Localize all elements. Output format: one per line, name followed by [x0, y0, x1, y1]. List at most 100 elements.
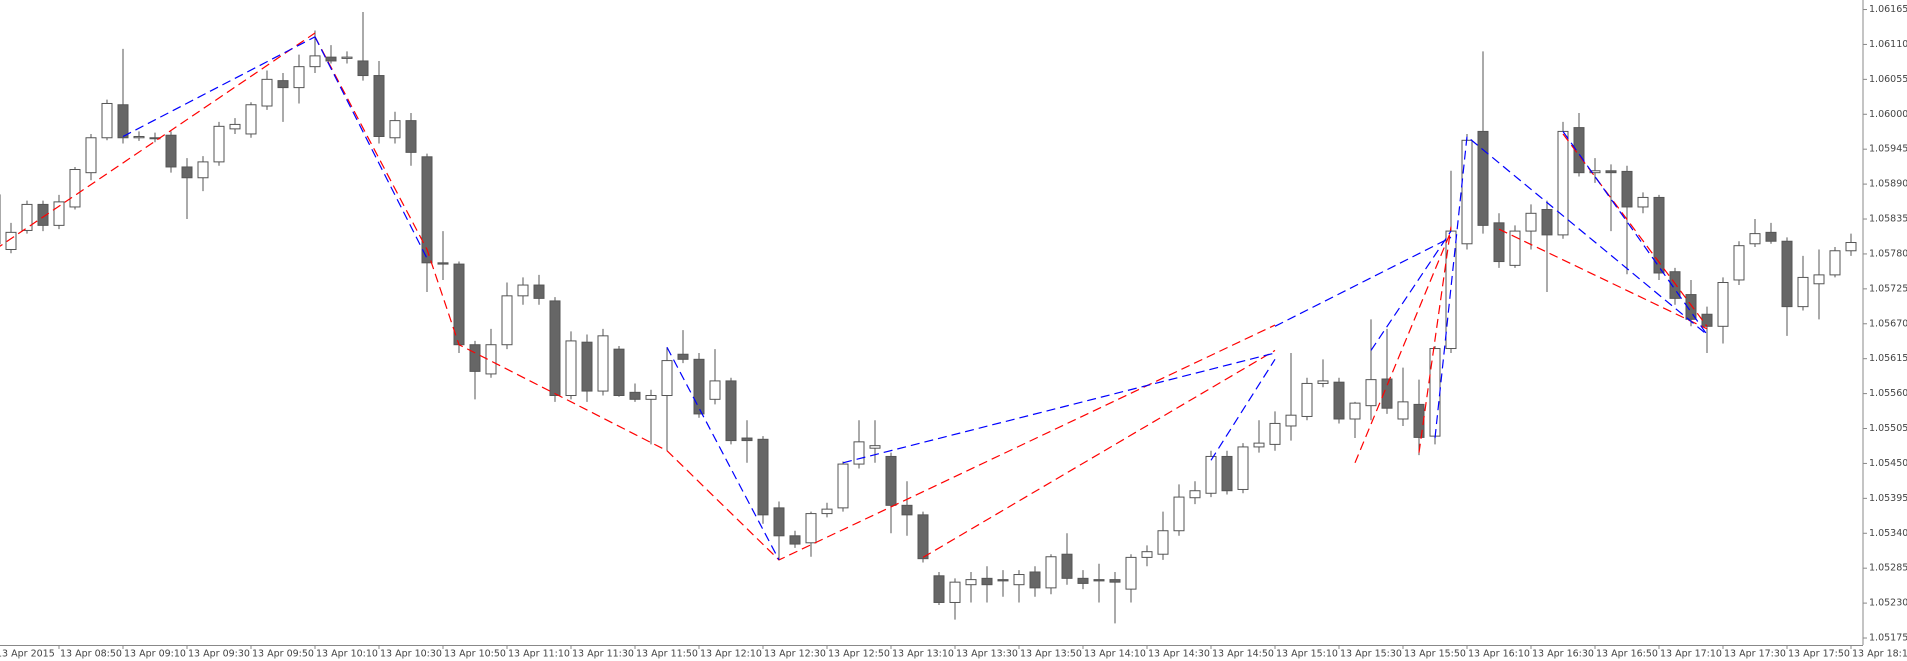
- candle-body: [645, 395, 657, 400]
- candle-body: [245, 104, 257, 135]
- x-tick-label: 13 Apr 12:30: [764, 649, 826, 660]
- candle-body: [917, 514, 929, 560]
- candle-body: [581, 341, 593, 392]
- x-tick-label: 13 Apr 16:30: [1532, 649, 1594, 660]
- candle-body: [1605, 170, 1617, 174]
- candle-body: [1397, 401, 1409, 420]
- candle-body: [869, 445, 881, 449]
- candle-body: [1141, 551, 1153, 558]
- pattern-line: [666, 346, 780, 561]
- candle-body: [1413, 403, 1425, 438]
- candle-body: [1477, 130, 1489, 226]
- candle-body: [565, 340, 577, 397]
- candle-body: [405, 120, 417, 153]
- y-tick-label: 1.05175: [1869, 633, 1907, 644]
- candle-body: [597, 335, 609, 392]
- candle-body: [1573, 127, 1585, 174]
- x-tick-label: 13 Apr 13:30: [956, 649, 1018, 660]
- candle-body: [389, 120, 401, 139]
- candle-body: [341, 56, 353, 59]
- y-tick-label: 1.06055: [1869, 74, 1907, 85]
- candle-body: [885, 455, 897, 506]
- candle-body: [1525, 212, 1537, 232]
- x-tick-label: 13 Apr 11:30: [572, 649, 634, 660]
- candle-body: [1029, 571, 1041, 589]
- candle-body: [229, 123, 241, 130]
- candle-body: [1845, 242, 1857, 252]
- y-tick-label: 1.05340: [1869, 528, 1907, 539]
- candle-body: [485, 344, 497, 375]
- candle-body: [1317, 380, 1329, 384]
- candle-body: [1157, 530, 1169, 555]
- y-tick-label: 1.05285: [1869, 563, 1907, 574]
- candle-body: [1493, 222, 1505, 263]
- pattern-line: [1562, 133, 1708, 327]
- y-tick-label: 1.05945: [1869, 144, 1907, 155]
- candle-body: [741, 437, 753, 442]
- candle-body: [1717, 282, 1729, 327]
- candle-body: [773, 507, 785, 537]
- y-tick-label: 1.05890: [1869, 179, 1907, 190]
- x-tick-label: 13 Apr 17:10: [1660, 649, 1722, 660]
- candle-body: [933, 575, 945, 603]
- x-tick-label: 13 Apr 15:30: [1340, 649, 1402, 660]
- y-tick-label: 1.05505: [1869, 423, 1907, 434]
- x-tick-label: 13 Apr 16:50: [1596, 649, 1658, 660]
- candle-body: [133, 135, 145, 139]
- x-tick-label: 13 Apr 09:50: [252, 649, 314, 660]
- y-tick-label: 1.05395: [1869, 493, 1907, 504]
- candle-body: [725, 380, 737, 442]
- x-tick-label: 13 Apr 18:10: [1852, 649, 1907, 660]
- candle-body: [677, 353, 689, 360]
- x-tick-label: 13 Apr 17:30: [1724, 649, 1786, 660]
- y-tick-label: 1.05450: [1869, 458, 1907, 469]
- candle-body: [1045, 556, 1057, 589]
- candle-body: [1301, 382, 1313, 417]
- candle-body: [261, 78, 273, 107]
- candle-body: [1797, 276, 1809, 308]
- candle-body: [997, 579, 1009, 582]
- x-tick-label: 13 Apr 13:50: [1020, 649, 1082, 660]
- candle-body: [1733, 245, 1745, 281]
- y-tick-label: 1.05780: [1869, 248, 1907, 259]
- pattern-line: [1434, 135, 1708, 439]
- candle-body: [853, 441, 865, 465]
- candle-body: [949, 581, 961, 603]
- candle-body: [357, 60, 369, 77]
- pattern-line: [1418, 226, 1452, 453]
- candle-body: [165, 134, 177, 168]
- candle-body: [1349, 402, 1361, 420]
- candle-body: [325, 56, 337, 62]
- x-tick-label: 13 Apr 15:10: [1276, 649, 1338, 660]
- candle-body: [1333, 381, 1345, 420]
- x-tick-label: 13 Apr 14:50: [1212, 649, 1274, 660]
- y-tick-label: 1.05230: [1869, 598, 1907, 609]
- candle-body: [1557, 130, 1569, 236]
- pattern-line: [314, 36, 1276, 561]
- y-tick-label: 1.06000: [1869, 109, 1907, 120]
- y-tick-label: 1.05670: [1869, 318, 1907, 329]
- candle-body: [37, 203, 49, 226]
- candle-body: [53, 201, 65, 226]
- x-tick-label: 13 Apr 16:10: [1468, 649, 1530, 660]
- pattern-line: [922, 349, 1276, 558]
- candle-body: [1701, 313, 1713, 327]
- candle-body: [1013, 574, 1025, 586]
- x-tick-label: 13 Apr 10:10: [316, 649, 378, 660]
- candle-body: [181, 166, 193, 179]
- candle-body: [1109, 579, 1121, 583]
- candle-body: [533, 284, 545, 299]
- candle-body: [1637, 196, 1649, 208]
- x-tick-label: 13 Apr 13:10: [892, 649, 954, 660]
- candle-body: [1189, 490, 1201, 499]
- pattern-line: [122, 36, 316, 138]
- candle-body: [549, 300, 561, 397]
- candle-body: [901, 504, 913, 516]
- candle-body: [1669, 271, 1681, 299]
- candle-body: [629, 391, 641, 400]
- pattern-line: [1370, 230, 1452, 351]
- candle-body: [1237, 446, 1249, 490]
- candle-body: [1509, 230, 1521, 266]
- candle-body: [69, 169, 81, 208]
